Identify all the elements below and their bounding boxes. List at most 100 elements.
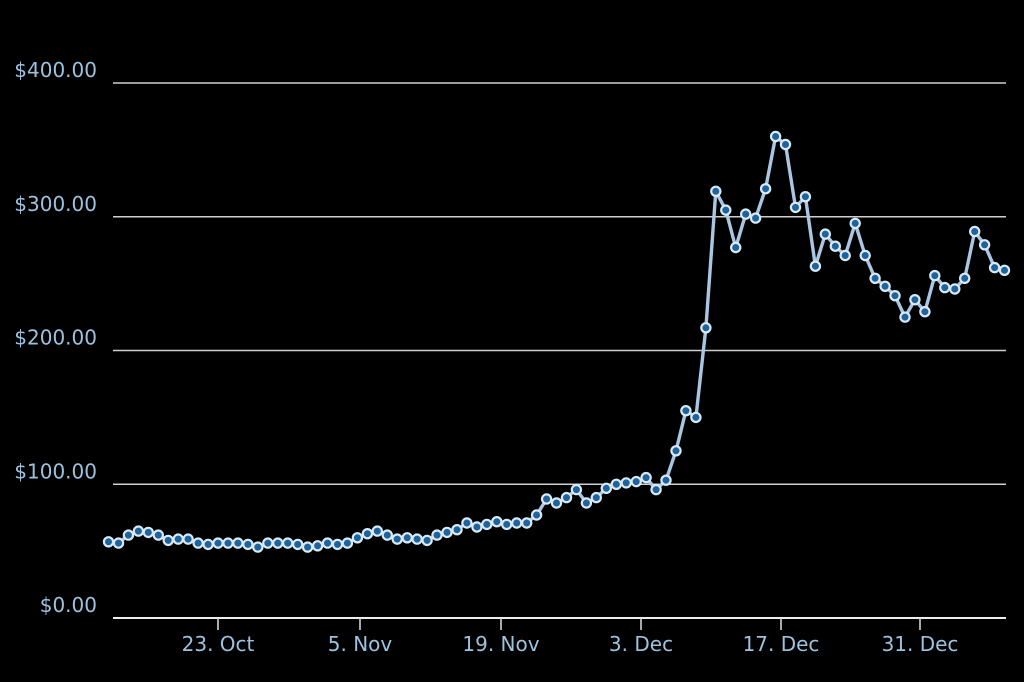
data-point[interactable] [889,290,901,302]
data-point[interactable] [530,509,543,521]
data-point[interactable] [252,541,264,553]
data-point[interactable] [112,537,125,549]
data-point[interactable] [690,411,702,424]
data-point[interactable] [272,537,284,549]
data-point[interactable] [162,534,174,547]
data-point[interactable] [152,529,164,541]
data-point[interactable] [391,533,403,545]
data-point[interactable] [839,249,851,262]
data-point[interactable] [521,517,533,529]
data-point[interactable] [192,537,204,549]
data-point[interactable] [282,537,294,549]
data-point[interactable] [242,538,254,551]
data-point[interactable] [311,540,324,552]
data-point[interactable] [700,322,712,334]
data-point[interactable] [491,516,503,528]
data-point[interactable] [441,526,453,539]
data-point[interactable] [511,517,523,529]
data-point[interactable] [710,185,722,197]
data-point[interactable] [969,225,981,238]
data-point[interactable] [939,281,951,294]
data-point[interactable] [132,525,145,537]
data-point[interactable] [292,538,304,551]
data-point[interactable] [461,517,473,529]
grid-layer: $400.00 $300.00 $200.00 $100.00 $0.00 [14,58,1006,619]
data-point[interactable] [988,261,1001,274]
axis-layer: 23. Oct 5. Nov 19. Nov 3. Dec 17. Dec 31. Dec [182,618,958,656]
data-point[interactable] [212,537,224,549]
data-point[interactable] [978,239,991,251]
data-point[interactable] [819,228,832,240]
price-line [106,134,1007,549]
data-point[interactable] [859,249,871,262]
data-point[interactable] [471,521,483,533]
data-point[interactable] [949,283,961,295]
series-layer [102,130,1011,553]
data-point[interactable] [680,405,692,417]
data-point[interactable] [570,483,583,496]
data-point[interactable] [401,532,413,544]
data-point[interactable] [630,475,642,488]
data-point[interactable] [142,526,154,539]
data-point[interactable] [411,533,423,545]
data-point[interactable] [929,269,941,282]
data-point[interactable] [122,529,135,541]
data-point[interactable] [431,529,443,541]
y-axis-label: $100.00 [14,459,97,483]
data-point[interactable] [501,518,513,531]
data-point[interactable] [909,294,921,306]
data-point[interactable] [580,497,593,509]
data-point[interactable] [959,272,971,284]
data-point[interactable] [809,260,822,272]
data-point[interactable] [670,445,682,457]
data-point[interactable] [232,537,244,549]
data-point[interactable] [829,240,842,252]
data-point[interactable] [550,497,563,509]
data-point[interactable] [451,524,463,536]
data-point[interactable] [590,491,603,504]
data-point[interactable] [172,533,184,545]
data-point[interactable] [740,208,752,220]
data-point[interactable] [650,483,662,496]
data-point[interactable] [421,534,433,547]
data-point[interactable] [321,537,334,549]
data-point[interactable] [799,190,812,203]
data-point[interactable] [998,264,1011,276]
x-axis-label: 19. Nov [462,632,539,656]
data-point[interactable] [182,533,194,545]
data-point[interactable] [879,280,891,292]
data-point[interactable] [640,471,652,484]
data-point[interactable] [361,528,374,540]
data-point[interactable] [779,138,792,151]
data-point[interactable] [610,478,623,490]
data-point[interactable] [660,474,672,486]
x-axis-label: 3. Dec [609,632,673,656]
data-point[interactable] [720,204,732,216]
data-point[interactable] [202,538,214,551]
data-point[interactable] [381,529,393,541]
x-axis-label: 23. Oct [182,632,255,656]
data-point[interactable] [730,241,742,254]
data-point[interactable] [899,311,911,323]
data-point[interactable] [262,537,274,549]
data-point[interactable] [600,482,613,494]
data-point[interactable] [789,201,802,214]
data-point[interactable] [869,272,881,284]
data-point[interactable] [301,541,314,553]
data-point[interactable] [919,306,931,318]
data-point[interactable] [351,532,364,544]
data-point[interactable] [540,493,553,505]
data-point[interactable] [371,525,383,537]
data-point[interactable] [341,537,354,549]
data-point[interactable] [749,212,762,224]
data-point[interactable] [769,130,782,143]
data-point[interactable] [481,518,493,531]
data-point[interactable] [102,536,115,548]
data-point[interactable] [849,217,861,230]
data-point[interactable] [620,477,632,489]
data-point[interactable] [331,538,344,551]
data-point[interactable] [759,182,772,195]
data-point[interactable] [560,491,573,504]
data-point[interactable] [222,537,234,549]
